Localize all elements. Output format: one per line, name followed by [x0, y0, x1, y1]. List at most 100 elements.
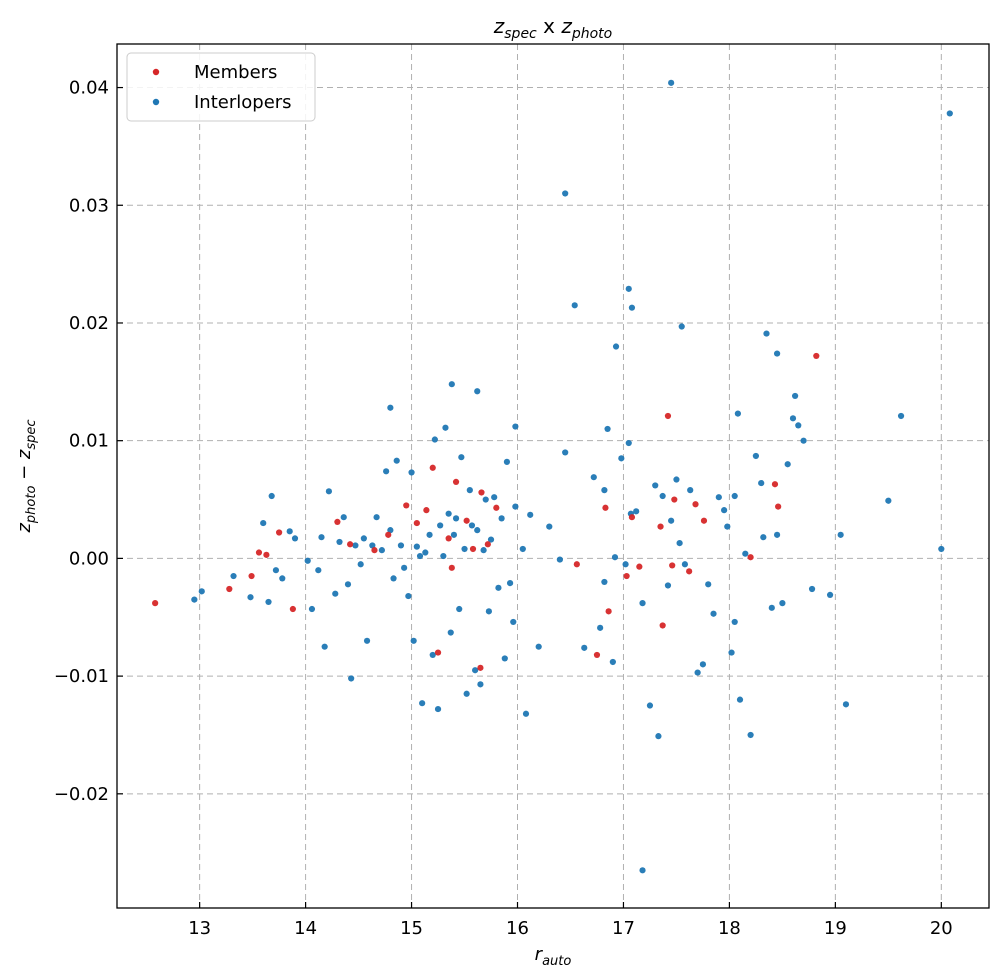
member-point — [346, 541, 354, 548]
interloper-point — [477, 681, 484, 688]
interloper-point — [348, 675, 355, 682]
interloper-point — [373, 514, 380, 521]
interloper-point — [318, 534, 325, 541]
interloper-point — [522, 710, 530, 717]
member-point — [413, 519, 420, 527]
legend: Members Interlopers — [126, 52, 316, 122]
interloper-point — [826, 591, 834, 598]
interloper-point — [332, 590, 339, 597]
interloper-point — [498, 515, 505, 522]
interloper-point — [352, 542, 359, 549]
interloper-point — [590, 474, 597, 481]
member-point — [226, 585, 233, 593]
interloper-point — [758, 479, 765, 487]
member-point — [573, 561, 580, 568]
interloper-point — [191, 596, 198, 603]
interloper-point — [562, 190, 569, 197]
interloper-point — [768, 604, 775, 611]
interloper-point — [639, 600, 646, 607]
interloper-point — [357, 561, 364, 568]
interloper-point — [397, 542, 405, 549]
member-point — [371, 547, 378, 554]
interloper-point — [724, 523, 731, 530]
interloper-point — [628, 304, 636, 311]
interloper-point — [597, 624, 604, 631]
interloper-point — [450, 531, 458, 538]
legend-marker-interlopers — [152, 98, 160, 106]
interloper-point — [387, 404, 394, 411]
interloper-point — [612, 343, 620, 350]
member-point — [686, 568, 693, 575]
interloper-point — [485, 608, 492, 615]
member-point — [448, 564, 455, 571]
member-point — [669, 562, 676, 569]
interloper-point — [482, 496, 489, 503]
member-point — [255, 549, 263, 556]
member-point — [385, 531, 392, 538]
interloper-point — [491, 494, 498, 501]
x-tick-label: 15 — [400, 918, 423, 939]
interloper-point — [286, 528, 293, 535]
interloper-point — [344, 581, 352, 588]
interloper-point — [463, 690, 470, 697]
member-point — [289, 605, 296, 613]
y-tick-label: −0.02 — [54, 784, 109, 805]
member-point — [248, 572, 255, 580]
interloper-point — [419, 700, 426, 707]
interloper-point — [763, 330, 770, 337]
interloper-point — [664, 582, 672, 589]
x-tick-label: 18 — [718, 918, 741, 939]
member-point — [747, 554, 754, 561]
y-tick-label: 0.01 — [69, 431, 109, 452]
interloper-point — [474, 527, 481, 534]
chart-title: zspec x zphoto — [493, 14, 612, 42]
interloper-point — [668, 79, 675, 86]
plot-frame — [116, 43, 990, 909]
interloper-point — [842, 701, 850, 708]
interloper-point — [408, 469, 415, 476]
legend-label-interlopers: Interlopers — [194, 92, 292, 113]
interloper-point — [487, 536, 495, 543]
member-point — [484, 541, 491, 548]
interloper-point — [601, 487, 608, 494]
interloper-point — [390, 575, 397, 582]
member-point — [605, 608, 612, 615]
interloper-point — [426, 531, 433, 538]
x-tick-label: 14 — [294, 918, 317, 939]
member-point — [593, 651, 601, 659]
interloper-point — [633, 508, 640, 515]
interloper-point — [601, 578, 608, 586]
interloper-point — [681, 561, 689, 568]
interloper-point — [422, 549, 429, 556]
interloper-point — [779, 600, 786, 607]
interloper-point — [291, 535, 299, 542]
interloper-point — [413, 543, 420, 550]
member-point — [775, 503, 782, 510]
y-tick-label: −0.01 — [54, 666, 109, 687]
member-point — [623, 572, 630, 580]
interloper-point — [728, 649, 735, 656]
interloper-point — [445, 510, 452, 517]
interloper-point — [699, 661, 707, 668]
interloper-point — [410, 637, 417, 644]
interloper-point — [618, 455, 625, 462]
interloper-point — [315, 567, 322, 574]
interloper-point — [474, 388, 481, 395]
interloper-point — [247, 594, 254, 601]
member-point — [771, 481, 779, 488]
member-point — [628, 514, 636, 521]
interloper-point — [789, 415, 797, 422]
member-point — [657, 523, 664, 530]
interloper-point — [752, 452, 760, 460]
interloper-point — [437, 522, 444, 529]
interloper-point — [556, 556, 563, 563]
interloper-point — [655, 733, 662, 740]
interloper-point — [731, 492, 738, 500]
interloper-point — [506, 580, 514, 587]
interloper-point — [622, 561, 629, 568]
interloper-point — [639, 867, 646, 874]
interloper-point — [721, 507, 728, 514]
interloper-point — [442, 424, 449, 431]
